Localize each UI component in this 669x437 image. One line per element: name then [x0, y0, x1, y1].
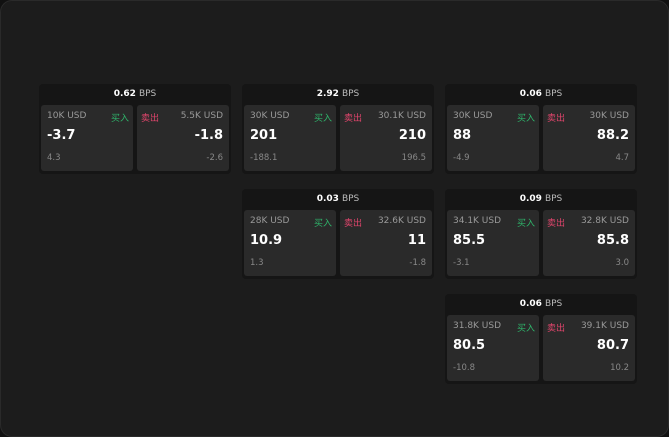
spread-value: 2.92 [316, 89, 339, 99]
spread-header: 0.03 BPS [242, 189, 434, 210]
buy-price: 201 [250, 128, 278, 143]
buy-price: 10.9 [250, 233, 283, 248]
price-tile: 0.03 BPS 28K USD 买入 10.9 1.3 卖出 32.6K USD… [242, 189, 434, 279]
spread-unit: BPS [341, 89, 360, 99]
spread-header: 2.92 BPS [242, 84, 434, 105]
buy-button[interactable]: 34.1K USD 买入 85.5 -3.1 [447, 210, 539, 276]
buy-change: -188.1 [250, 153, 278, 163]
sell-price: 210 [398, 128, 426, 143]
buy-quantity: 30K USD [453, 111, 493, 121]
sell-button[interactable]: 卖出 32.8K USD 85.8 3.0 [543, 210, 635, 276]
sell-label: 卖出 [547, 324, 566, 334]
sell-quantity: 30.1K USD [377, 111, 426, 121]
sell-label: 卖出 [344, 114, 363, 124]
price-tile: 2.92 BPS 30K USD 买入 201 -188.1 卖出 30.1K U… [242, 84, 434, 174]
spread-value: 0.62 [113, 89, 136, 99]
sell-change: -2.6 [206, 153, 223, 163]
sell-label: 卖出 [547, 114, 566, 124]
sell-button[interactable]: 卖出 30.1K USD 210 196.5 [340, 105, 432, 171]
spread-value: 0.06 [519, 89, 542, 99]
sell-quantity: 32.8K USD [580, 216, 629, 226]
buy-price: 80.5 [453, 338, 486, 353]
sell-button[interactable]: 卖出 39.1K USD 80.7 10.2 [543, 315, 635, 381]
sell-change: 3.0 [615, 258, 629, 268]
buy-label: 买入 [313, 219, 332, 229]
buy-label: 买入 [313, 114, 332, 124]
buy-quantity: 34.1K USD [453, 216, 502, 226]
sell-price: 80.7 [596, 338, 629, 353]
sell-change: 10.2 [610, 363, 629, 373]
sell-quantity: 32.6K USD [377, 216, 426, 226]
sell-price: -1.8 [194, 128, 223, 143]
buy-label: 买入 [516, 324, 535, 334]
spread-value: 0.09 [519, 194, 542, 204]
spread-value: 0.06 [519, 299, 542, 309]
sell-button[interactable]: 卖出 5.5K USD -1.8 -2.6 [137, 105, 229, 171]
buy-label: 买入 [516, 114, 535, 124]
buy-price: -3.7 [47, 128, 76, 143]
spread-header: 0.62 BPS [39, 84, 231, 105]
sell-quantity: 39.1K USD [580, 321, 629, 331]
buy-change: 1.3 [250, 258, 264, 268]
spread-unit: BPS [544, 194, 563, 204]
sell-price: 85.8 [596, 233, 629, 248]
sell-button[interactable]: 卖出 30K USD 88.2 4.7 [543, 105, 635, 171]
spread-unit: BPS [544, 299, 563, 309]
spread-value: 0.03 [316, 194, 339, 204]
buy-change: -3.1 [453, 258, 470, 268]
price-tile: 0.06 BPS 31.8K USD 买入 80.5 -10.8 卖出 39.1K… [445, 294, 637, 384]
buy-price: 85.5 [453, 233, 486, 248]
buy-change: -4.9 [453, 153, 470, 163]
buy-button[interactable]: 31.8K USD 买入 80.5 -10.8 [447, 315, 539, 381]
buy-quantity: 31.8K USD [453, 321, 502, 331]
sell-quantity: 5.5K USD [180, 111, 223, 121]
spread-header: 0.09 BPS [445, 189, 637, 210]
price-tile: 0.62 BPS 10K USD 买入 -3.7 4.3 卖出 5.5K USD … [39, 84, 231, 174]
buy-quantity: 28K USD [250, 216, 290, 226]
sell-label: 卖出 [141, 114, 160, 124]
spread-header: 0.06 BPS [445, 294, 637, 315]
price-tile: 0.06 BPS 30K USD 买入 88 -4.9 卖出 30K USD 88… [445, 84, 637, 174]
buy-button[interactable]: 30K USD 买入 88 -4.9 [447, 105, 539, 171]
spread-unit: BPS [544, 89, 563, 99]
buy-price: 88 [453, 128, 472, 143]
buy-label: 买入 [516, 219, 535, 229]
sell-label: 卖出 [547, 219, 566, 229]
buy-quantity: 10K USD [47, 111, 87, 121]
buy-button[interactable]: 30K USD 买入 201 -188.1 [244, 105, 336, 171]
sell-change: -1.8 [409, 258, 426, 268]
spread-unit: BPS [138, 89, 157, 99]
sell-change: 4.7 [615, 153, 629, 163]
buy-change: 4.3 [47, 153, 61, 163]
sell-price: 11 [407, 233, 426, 248]
sell-quantity: 30K USD [589, 111, 629, 121]
spread-header: 0.06 BPS [445, 84, 637, 105]
buy-quantity: 30K USD [250, 111, 290, 121]
buy-button[interactable]: 28K USD 买入 10.9 1.3 [244, 210, 336, 276]
buy-label: 买入 [110, 114, 129, 124]
sell-change: 196.5 [401, 153, 426, 163]
buy-button[interactable]: 10K USD 买入 -3.7 4.3 [41, 105, 133, 171]
sell-label: 卖出 [344, 219, 363, 229]
buy-change: -10.8 [453, 363, 475, 373]
spread-unit: BPS [341, 194, 360, 204]
sell-price: 88.2 [596, 128, 629, 143]
sell-button[interactable]: 卖出 32.6K USD 11 -1.8 [340, 210, 432, 276]
price-tile: 0.09 BPS 34.1K USD 买入 85.5 -3.1 卖出 32.8K … [445, 189, 637, 279]
